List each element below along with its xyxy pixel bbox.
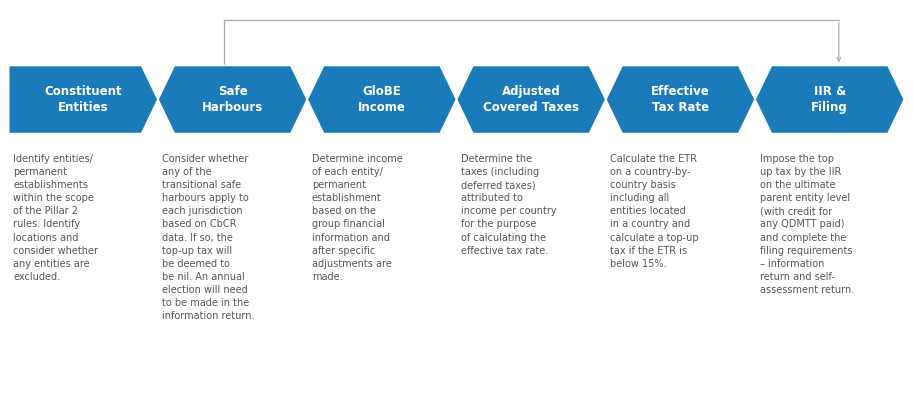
Text: Adjusted
Covered Taxes: Adjusted Covered Taxes bbox=[483, 85, 579, 114]
Text: GloBE
Income: GloBE Income bbox=[358, 85, 405, 114]
Text: Constituent
Entities: Constituent Entities bbox=[45, 85, 122, 114]
Polygon shape bbox=[307, 65, 456, 134]
Polygon shape bbox=[755, 65, 905, 134]
Text: Calculate the ETR
on a country-by-
country basis
including all
entities located
: Calculate the ETR on a country-by- count… bbox=[610, 154, 699, 269]
Text: Impose the top
up tax by the IIR
on the ultimate
parent entity level
(with credi: Impose the top up tax by the IIR on the … bbox=[760, 154, 854, 295]
Text: Determine income
of each entity/
permanent
establishment
based on the
group fina: Determine income of each entity/ permane… bbox=[311, 154, 403, 282]
Polygon shape bbox=[8, 65, 158, 134]
Text: Safe
Harbours: Safe Harbours bbox=[202, 85, 263, 114]
Polygon shape bbox=[158, 65, 307, 134]
Text: IIR &
Filing: IIR & Filing bbox=[812, 85, 848, 114]
Polygon shape bbox=[606, 65, 755, 134]
Polygon shape bbox=[456, 65, 606, 134]
Text: Identify entities/
permanent
establishments
within the scope
of the Pillar 2
rul: Identify entities/ permanent establishme… bbox=[13, 154, 99, 282]
Text: Determine the
taxes (including
deferred taxes)
attributed to
income per country
: Determine the taxes (including deferred … bbox=[461, 154, 557, 255]
Text: Consider whether
any of the
transitional safe
harbours apply to
each jurisdictio: Consider whether any of the transitional… bbox=[163, 154, 255, 321]
Text: Effective
Tax Rate: Effective Tax Rate bbox=[651, 85, 709, 114]
